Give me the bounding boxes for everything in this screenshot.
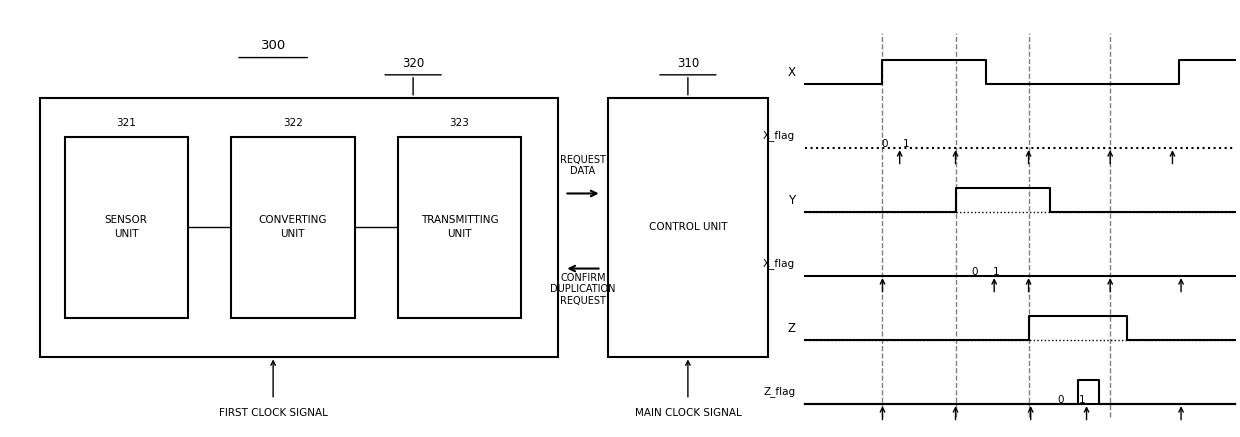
Text: 0: 0 [1058,395,1064,406]
Bar [40,98,558,357]
Text: 321: 321 [117,118,136,128]
Text: CONTROL UNIT: CONTROL UNIT [649,222,727,232]
Text: X_flag: X_flag [763,259,795,270]
Text: CONFIRM
DUPLICATION
REQUEST: CONFIRM DUPLICATION REQUEST [551,273,616,306]
Text: Z_flag: Z_flag [763,387,795,398]
Text: X_flag: X_flag [763,131,795,142]
Text: 0: 0 [972,267,978,277]
Text: X: X [787,66,795,79]
Bar [608,98,768,357]
Text: CONVERTING
UNIT: CONVERTING UNIT [259,215,327,239]
Text: Z: Z [787,322,795,334]
Text: 300: 300 [260,39,285,52]
Text: Y: Y [789,194,795,207]
Text: 1: 1 [903,139,909,149]
Text: 1: 1 [1079,395,1085,406]
Text: 1: 1 [993,267,999,277]
Text: TRANSMITTING
UNIT: TRANSMITTING UNIT [420,215,498,239]
Text: 0: 0 [882,139,888,149]
Text: 320: 320 [402,57,424,69]
Bar [231,136,355,318]
Text: REQUEST
DATA: REQUEST DATA [560,155,606,176]
Bar [64,136,188,318]
Bar [398,136,521,318]
Text: 310: 310 [677,57,699,69]
Text: 322: 322 [283,118,303,128]
Text: SENSOR
UNIT: SENSOR UNIT [105,215,148,239]
Text: 323: 323 [450,118,470,128]
Text: FIRST CLOCK SIGNAL: FIRST CLOCK SIGNAL [218,408,327,418]
Text: MAIN CLOCK SIGNAL: MAIN CLOCK SIGNAL [635,408,742,418]
